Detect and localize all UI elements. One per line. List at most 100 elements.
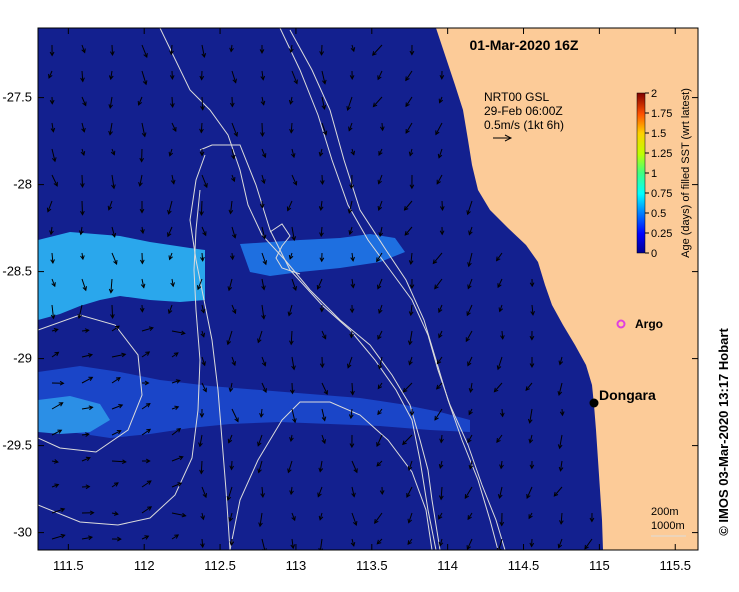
current-arrow bbox=[139, 174, 143, 186]
current-arrow bbox=[171, 512, 186, 517]
current-arrow bbox=[111, 174, 115, 189]
current-arrow bbox=[404, 200, 413, 211]
current-arrow bbox=[407, 538, 413, 545]
current-arrow bbox=[171, 379, 180, 384]
lon-tick-label: 112 bbox=[134, 558, 155, 573]
current-arrow bbox=[321, 174, 323, 185]
current-arrow bbox=[584, 538, 593, 550]
current-arrow bbox=[291, 512, 296, 521]
current-arrow-head bbox=[199, 211, 204, 216]
current-arrow-head bbox=[170, 179, 176, 185]
current-arrow-head bbox=[466, 210, 471, 216]
current-arrow-head bbox=[530, 311, 535, 316]
current-arrow-head bbox=[468, 464, 474, 470]
current-arrow bbox=[321, 96, 325, 110]
current-arrow bbox=[436, 174, 443, 185]
axes: 111.5 112 112.5 113 113.5 114 114.5 115 115.5 -27… bbox=[2, 28, 698, 573]
current-arrow bbox=[319, 512, 323, 520]
current-arrow-head bbox=[434, 284, 439, 290]
current-arrow-head bbox=[121, 352, 127, 358]
current-arrow-head bbox=[529, 542, 535, 548]
current-arrow-head bbox=[146, 428, 152, 434]
current-arrow bbox=[351, 538, 355, 547]
current-arrow bbox=[501, 408, 504, 417]
current-arrow bbox=[289, 252, 293, 260]
current-arrow-head bbox=[290, 153, 296, 159]
current-arrow-head bbox=[49, 51, 55, 57]
current-arrow-head bbox=[293, 79, 298, 85]
current-arrow bbox=[111, 252, 118, 265]
current-arrow bbox=[141, 480, 152, 488]
current-arrow-head bbox=[200, 515, 205, 521]
current-arrow bbox=[350, 330, 353, 338]
current-arrow-head bbox=[439, 74, 445, 80]
current-arrow-head bbox=[321, 104, 327, 110]
current-arrow-head bbox=[145, 458, 151, 464]
current-arrow-head bbox=[409, 284, 415, 290]
current-arrow-head bbox=[290, 544, 296, 550]
current-arrow-head bbox=[349, 308, 355, 314]
current-arrow bbox=[377, 278, 383, 289]
current-arrow-head bbox=[80, 150, 86, 156]
dongara-marker bbox=[589, 398, 599, 408]
current-arrow-head bbox=[467, 262, 472, 268]
current-arrow-head bbox=[557, 543, 563, 549]
current-arrow-head bbox=[228, 516, 234, 522]
current-arrow-head bbox=[406, 492, 411, 498]
current-arrow bbox=[372, 44, 383, 56]
current-arrow bbox=[440, 486, 443, 500]
current-arrow bbox=[171, 352, 179, 358]
current-arrow-head bbox=[172, 126, 177, 132]
current-arrow-head bbox=[202, 231, 207, 237]
colorbar-tick-label: 1 bbox=[651, 168, 657, 180]
current-arrow bbox=[377, 408, 383, 415]
current-arrow-head bbox=[199, 151, 205, 157]
current-arrow bbox=[525, 382, 533, 391]
current-arrow bbox=[321, 382, 328, 395]
current-arrow-head bbox=[202, 387, 207, 393]
current-vectors bbox=[46, 44, 595, 550]
current-arrow-head bbox=[287, 311, 293, 317]
current-arrow-head bbox=[57, 429, 63, 434]
current-arrow bbox=[51, 351, 59, 358]
current-arrow bbox=[351, 486, 355, 497]
current-arrow bbox=[409, 330, 413, 345]
current-arrow-head bbox=[466, 545, 471, 550]
current-arrow bbox=[231, 148, 235, 159]
current-arrow bbox=[199, 434, 203, 447]
current-arrow-head bbox=[349, 443, 355, 449]
current-arrow-head bbox=[378, 309, 383, 314]
current-arrow-head bbox=[350, 47, 356, 53]
scale-label-1000m: 1000m bbox=[651, 520, 685, 532]
current-arrow-head bbox=[46, 207, 52, 213]
current-arrow-head bbox=[348, 414, 354, 420]
current-arrow-head bbox=[319, 180, 325, 186]
current-arrow bbox=[440, 434, 443, 443]
current-arrow bbox=[109, 122, 113, 135]
current-arrow-head bbox=[116, 430, 122, 435]
current-arrow bbox=[260, 408, 263, 417]
current-arrow bbox=[228, 434, 233, 443]
current-arrow bbox=[201, 512, 204, 520]
current-arrow-head bbox=[145, 351, 151, 356]
current-arrow bbox=[81, 536, 93, 540]
current-arrow bbox=[558, 382, 563, 396]
current-arrow-head bbox=[202, 493, 207, 499]
dongara-label: Dongara bbox=[599, 387, 656, 403]
current-arrow-head bbox=[230, 177, 236, 183]
current-arrow bbox=[141, 428, 151, 436]
current-arrow-head bbox=[323, 390, 328, 396]
current-arrow bbox=[257, 330, 263, 343]
current-arrow-head bbox=[464, 494, 470, 499]
current-arrow bbox=[494, 382, 503, 393]
current-arrow-head bbox=[176, 427, 182, 433]
current-arrow-head bbox=[372, 51, 377, 56]
current-arrow-head bbox=[495, 256, 501, 262]
current-arrow bbox=[320, 226, 323, 237]
current-arrow-head bbox=[288, 99, 294, 105]
current-arrow-head bbox=[146, 480, 152, 485]
current-arrow-head bbox=[378, 232, 384, 238]
current-arrow-head bbox=[346, 106, 351, 111]
current-arrow bbox=[291, 148, 295, 158]
current-arrow bbox=[167, 226, 173, 237]
